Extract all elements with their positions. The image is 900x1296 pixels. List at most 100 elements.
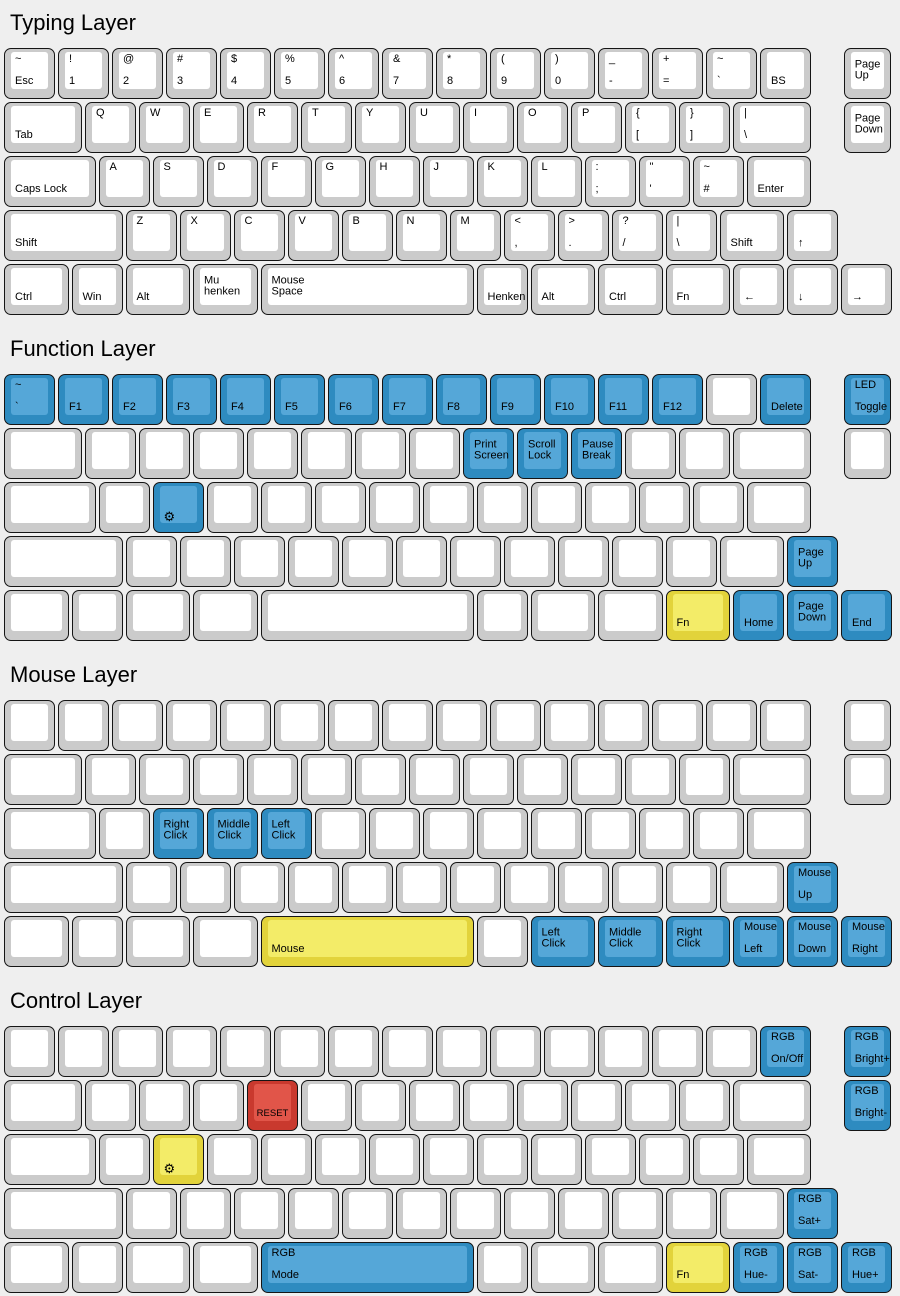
key-blank[interactable] — [233, 1188, 285, 1239]
key-blank[interactable] — [463, 1080, 514, 1131]
key-blank[interactable] — [409, 1080, 460, 1131]
key-blank[interactable] — [85, 428, 136, 479]
key-rgb-bright-up[interactable]: RGB Bright+ — [843, 1026, 891, 1077]
key-blank[interactable] — [85, 754, 136, 805]
key-blank[interactable] — [179, 862, 231, 913]
key-blank[interactable] — [692, 482, 744, 533]
key-mouse-down[interactable]: Mouse Down — [787, 916, 838, 967]
key-arrow-down[interactable]: ↓ — [787, 264, 838, 315]
key-blank[interactable] — [679, 754, 730, 805]
key-arrow-right[interactable]: → — [841, 264, 892, 315]
key-blank[interactable] — [260, 590, 474, 641]
key-blank[interactable] — [422, 808, 474, 859]
key-j[interactable]: J — [422, 156, 474, 207]
key-blank[interactable] — [530, 1134, 582, 1185]
key-o[interactable]: O — [517, 102, 568, 153]
key-esc[interactable]: ~ Esc — [4, 48, 55, 99]
key-blank[interactable] — [139, 428, 190, 479]
key-blank[interactable] — [287, 1188, 339, 1239]
key-mouse-up[interactable]: Mouse Up — [787, 862, 838, 913]
key-blank[interactable] — [706, 374, 757, 425]
key-blank[interactable] — [490, 1026, 541, 1077]
key-win[interactable]: Win — [71, 264, 123, 315]
key-rgb-hue-up[interactable]: RGB Hue+ — [841, 1242, 892, 1293]
key-period[interactable]: >. — [557, 210, 609, 261]
key-h[interactable]: H — [368, 156, 420, 207]
key-blank[interactable] — [58, 700, 109, 751]
key-blank[interactable] — [843, 428, 891, 479]
key-u[interactable]: U — [409, 102, 460, 153]
key-blank[interactable] — [557, 862, 609, 913]
key-blank[interactable] — [638, 808, 690, 859]
key-blank[interactable] — [4, 1080, 82, 1131]
key-blank[interactable] — [233, 862, 285, 913]
key-blank[interactable] — [98, 482, 150, 533]
key-blank[interactable] — [652, 700, 703, 751]
key-blank[interactable] — [476, 808, 528, 859]
key-3[interactable]: #3 — [166, 48, 217, 99]
key-blank[interactable] — [517, 1080, 568, 1131]
key-blank[interactable] — [301, 754, 352, 805]
key-c[interactable]: C — [233, 210, 285, 261]
key-blank[interactable] — [476, 590, 528, 641]
key-blank[interactable] — [4, 700, 55, 751]
key-blank[interactable] — [260, 1134, 312, 1185]
key-blank[interactable] — [598, 700, 649, 751]
key-settings[interactable]: ⚙ — [152, 1134, 204, 1185]
key-blank[interactable] — [598, 1242, 663, 1293]
key-blank[interactable] — [125, 590, 190, 641]
key-blank[interactable] — [598, 1026, 649, 1077]
key-w[interactable]: W — [139, 102, 190, 153]
key-8[interactable]: * 8 — [436, 48, 487, 99]
key-hash[interactable]: ~ # — [692, 156, 744, 207]
key-rgb-mode[interactable]: RGB Mode — [260, 1242, 474, 1293]
key-blank[interactable] — [625, 754, 676, 805]
key-arrow-up[interactable]: ↑ — [787, 210, 838, 261]
key-blank[interactable] — [746, 1134, 811, 1185]
key-blank[interactable] — [719, 1188, 784, 1239]
key-blank[interactable] — [193, 428, 244, 479]
key-quote[interactable]: " ' — [638, 156, 690, 207]
key-blank[interactable] — [179, 536, 231, 587]
key-x[interactable]: X — [179, 210, 231, 261]
key-muhenken[interactable]: Mu henken — [193, 264, 258, 315]
key-blank[interactable] — [652, 1026, 703, 1077]
key-backslash[interactable]: | \ — [733, 102, 811, 153]
key-blank[interactable] — [179, 1188, 231, 1239]
key-right-click[interactable]: Right Click — [665, 916, 730, 967]
key-f5[interactable]: F5 — [274, 374, 325, 425]
key-blank[interactable] — [625, 1080, 676, 1131]
key-rgb-on-off[interactable]: RGB On/Off — [760, 1026, 811, 1077]
key-blank[interactable] — [4, 862, 123, 913]
key-delete[interactable]: Delete — [760, 374, 811, 425]
key-blank[interactable] — [287, 862, 339, 913]
key-open-bracket[interactable]: {[ — [625, 102, 676, 153]
key-blank[interactable] — [490, 700, 541, 751]
key-blank[interactable] — [463, 754, 514, 805]
key-blank[interactable] — [436, 1026, 487, 1077]
key-9[interactable]: (9 — [490, 48, 541, 99]
key-blank[interactable] — [166, 700, 217, 751]
key-page-up[interactable]: Page Up — [843, 48, 891, 99]
key-middle-click[interactable]: Middle Click — [598, 916, 663, 967]
key-left-alt[interactable]: Alt — [125, 264, 190, 315]
key-blank[interactable] — [193, 590, 258, 641]
key-blank[interactable] — [665, 536, 717, 587]
key-blank[interactable] — [4, 754, 82, 805]
key-blank[interactable] — [4, 482, 96, 533]
key-blank[interactable] — [233, 536, 285, 587]
key-blank[interactable] — [517, 754, 568, 805]
key-blank[interactable] — [4, 1242, 69, 1293]
key-blank[interactable] — [4, 1134, 96, 1185]
key-blank[interactable] — [843, 754, 891, 805]
key-blank[interactable] — [220, 1026, 271, 1077]
key-blank[interactable] — [355, 1080, 406, 1131]
key-blank[interactable] — [584, 482, 636, 533]
key-blank[interactable] — [368, 1134, 420, 1185]
key-blank[interactable] — [611, 536, 663, 587]
key-fn[interactable]: Fn — [665, 1242, 730, 1293]
key-blank[interactable] — [843, 700, 891, 751]
key-blank[interactable] — [679, 428, 730, 479]
key-blank[interactable] — [4, 1026, 55, 1077]
key-blank[interactable] — [125, 916, 190, 967]
